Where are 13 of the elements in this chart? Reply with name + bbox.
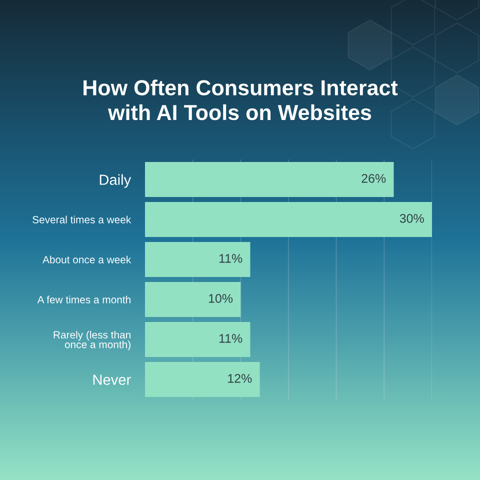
data-label: 10% xyxy=(208,294,233,303)
y-tick-label: Daily xyxy=(100,174,132,188)
y-tick-label: About once a week xyxy=(42,256,132,264)
y-tick-label: Several times a week xyxy=(32,216,132,224)
data-label: 30% xyxy=(400,214,424,223)
chart-title: How Often Consumers Interact with AI Tools on Websites xyxy=(84,80,398,120)
data-label: 26% xyxy=(362,174,386,183)
data-label: 12% xyxy=(228,374,252,383)
y-tick-label: A few times a month xyxy=(37,296,130,304)
data-label: 11% xyxy=(219,334,242,343)
data-label: 11% xyxy=(219,254,242,263)
y-tick-label: Never xyxy=(93,374,131,385)
y-tick-label: Rarely (less than once a month) xyxy=(54,330,130,350)
